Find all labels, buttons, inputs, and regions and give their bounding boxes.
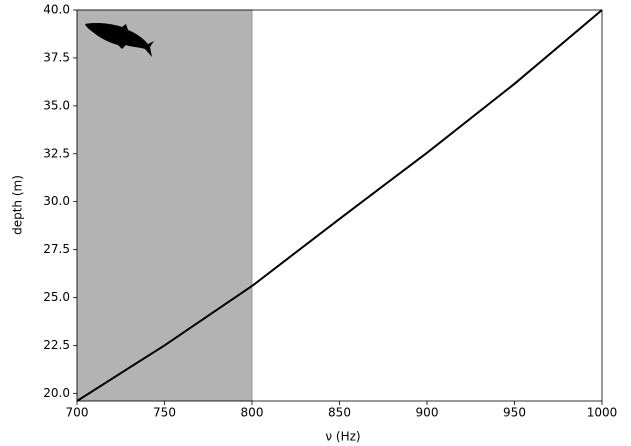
y-tick-label: 32.5 bbox=[43, 146, 70, 160]
y-tick-label: 20.0 bbox=[43, 386, 70, 400]
y-tick-label: 25.0 bbox=[43, 290, 70, 304]
y-tick-label: 22.5 bbox=[43, 338, 70, 352]
x-tick-label: 750 bbox=[153, 406, 176, 420]
x-tick-label: 900 bbox=[416, 406, 439, 420]
x-tick-label: 800 bbox=[241, 406, 264, 420]
y-tick-label: 40.0 bbox=[43, 3, 70, 17]
x-axis-label: ν (Hz) bbox=[325, 430, 360, 444]
x-tick-label: 1000 bbox=[587, 406, 618, 420]
x-tick-label: 700 bbox=[66, 406, 89, 420]
line bbox=[76, 9, 603, 402]
y-tick-label: 37.5 bbox=[43, 50, 70, 64]
x-tick-label: 850 bbox=[328, 406, 351, 420]
y-tick-label: 35.0 bbox=[43, 98, 70, 112]
shaded-region bbox=[76, 9, 253, 402]
plot-frame bbox=[76, 9, 603, 402]
y-tick-label: 30.0 bbox=[43, 194, 70, 208]
shark-icon bbox=[85, 23, 154, 57]
shade-layer bbox=[76, 9, 253, 402]
x-tick-label: 950 bbox=[503, 406, 526, 420]
y-tick-label: 27.5 bbox=[43, 242, 70, 256]
y-axis-label: depth (m) bbox=[11, 175, 25, 235]
